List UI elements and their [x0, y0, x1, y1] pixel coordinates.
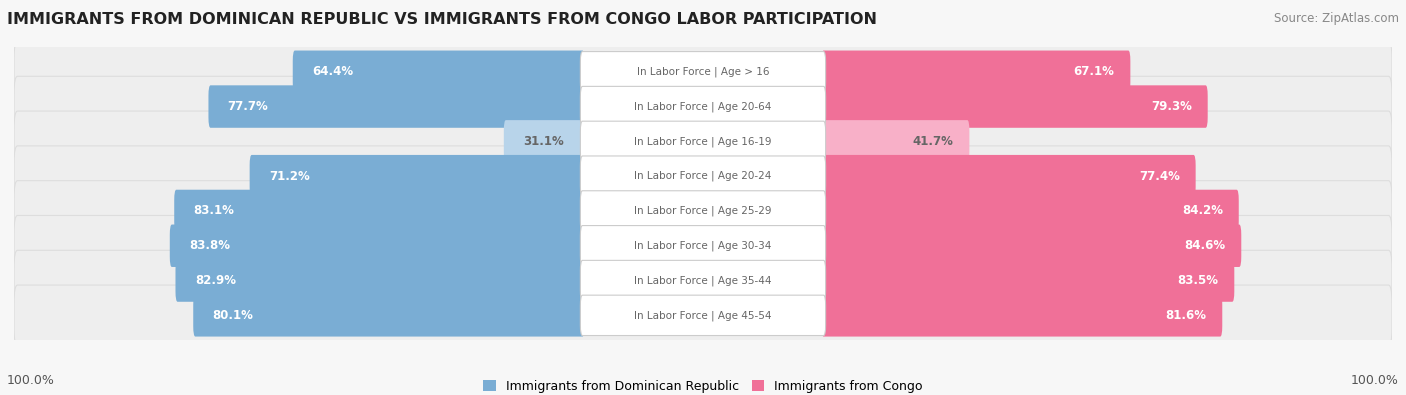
- FancyBboxPatch shape: [176, 259, 585, 302]
- FancyBboxPatch shape: [581, 87, 825, 127]
- FancyBboxPatch shape: [581, 260, 825, 301]
- FancyBboxPatch shape: [14, 146, 1392, 207]
- FancyBboxPatch shape: [174, 190, 585, 232]
- FancyBboxPatch shape: [581, 226, 825, 266]
- Text: 100.0%: 100.0%: [1351, 374, 1399, 387]
- FancyBboxPatch shape: [14, 181, 1392, 241]
- Text: 41.7%: 41.7%: [912, 135, 953, 148]
- FancyBboxPatch shape: [503, 120, 585, 163]
- Text: 77.7%: 77.7%: [228, 100, 269, 113]
- Text: IMMIGRANTS FROM DOMINICAN REPUBLIC VS IMMIGRANTS FROM CONGO LABOR PARTICIPATION: IMMIGRANTS FROM DOMINICAN REPUBLIC VS IM…: [7, 12, 877, 27]
- Text: 83.1%: 83.1%: [194, 205, 235, 218]
- Text: In Labor Force | Age 16-19: In Labor Force | Age 16-19: [634, 136, 772, 147]
- Text: 80.1%: 80.1%: [212, 309, 253, 322]
- Text: 83.8%: 83.8%: [188, 239, 231, 252]
- FancyBboxPatch shape: [821, 190, 1239, 232]
- FancyBboxPatch shape: [14, 285, 1392, 346]
- Text: 81.6%: 81.6%: [1166, 309, 1206, 322]
- FancyBboxPatch shape: [821, 155, 1195, 198]
- Text: Source: ZipAtlas.com: Source: ZipAtlas.com: [1274, 12, 1399, 25]
- Text: 84.6%: 84.6%: [1184, 239, 1226, 252]
- Text: In Labor Force | Age 35-44: In Labor Force | Age 35-44: [634, 275, 772, 286]
- FancyBboxPatch shape: [821, 51, 1130, 93]
- FancyBboxPatch shape: [821, 224, 1241, 267]
- FancyBboxPatch shape: [581, 295, 825, 335]
- FancyBboxPatch shape: [14, 41, 1392, 102]
- Text: 67.1%: 67.1%: [1074, 65, 1115, 78]
- FancyBboxPatch shape: [14, 216, 1392, 276]
- Text: In Labor Force | Age 25-29: In Labor Force | Age 25-29: [634, 206, 772, 216]
- Text: 84.2%: 84.2%: [1182, 205, 1223, 218]
- FancyBboxPatch shape: [821, 120, 969, 163]
- FancyBboxPatch shape: [821, 85, 1208, 128]
- FancyBboxPatch shape: [250, 155, 585, 198]
- Text: 83.5%: 83.5%: [1177, 274, 1219, 287]
- Text: In Labor Force | Age 30-34: In Labor Force | Age 30-34: [634, 241, 772, 251]
- Text: 71.2%: 71.2%: [269, 169, 309, 182]
- FancyBboxPatch shape: [581, 156, 825, 196]
- Legend: Immigrants from Dominican Republic, Immigrants from Congo: Immigrants from Dominican Republic, Immi…: [478, 375, 928, 395]
- FancyBboxPatch shape: [208, 85, 585, 128]
- FancyBboxPatch shape: [581, 121, 825, 162]
- FancyBboxPatch shape: [292, 51, 585, 93]
- Text: In Labor Force | Age 20-24: In Labor Force | Age 20-24: [634, 171, 772, 181]
- FancyBboxPatch shape: [581, 191, 825, 231]
- Text: 82.9%: 82.9%: [195, 274, 236, 287]
- FancyBboxPatch shape: [821, 294, 1222, 337]
- Text: 79.3%: 79.3%: [1152, 100, 1192, 113]
- FancyBboxPatch shape: [14, 111, 1392, 171]
- FancyBboxPatch shape: [14, 76, 1392, 137]
- Text: 31.1%: 31.1%: [523, 135, 564, 148]
- Text: 77.4%: 77.4%: [1139, 169, 1180, 182]
- FancyBboxPatch shape: [193, 294, 585, 337]
- Text: 100.0%: 100.0%: [7, 374, 55, 387]
- FancyBboxPatch shape: [581, 52, 825, 92]
- FancyBboxPatch shape: [821, 259, 1234, 302]
- Text: In Labor Force | Age > 16: In Labor Force | Age > 16: [637, 66, 769, 77]
- FancyBboxPatch shape: [14, 250, 1392, 311]
- Text: 64.4%: 64.4%: [312, 65, 353, 78]
- Text: In Labor Force | Age 20-64: In Labor Force | Age 20-64: [634, 101, 772, 112]
- FancyBboxPatch shape: [170, 224, 585, 267]
- Text: In Labor Force | Age 45-54: In Labor Force | Age 45-54: [634, 310, 772, 321]
